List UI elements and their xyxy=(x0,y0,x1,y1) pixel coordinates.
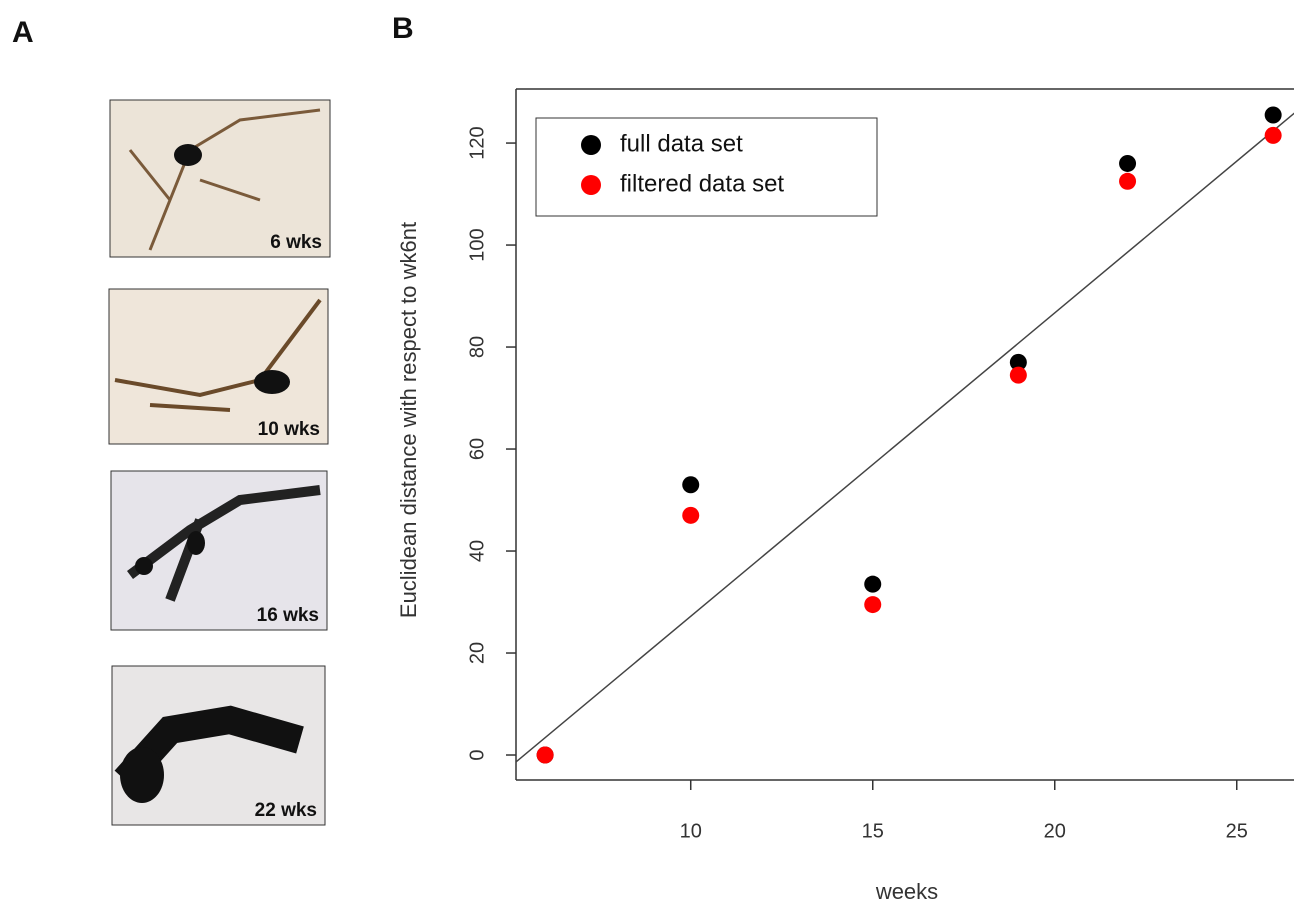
image-label: 22 wks xyxy=(255,800,317,821)
y-tick-label: 0 xyxy=(466,749,488,760)
data-point xyxy=(682,506,700,524)
image xyxy=(109,99,331,258)
x-tick-label: 25 xyxy=(1226,820,1248,842)
panel-label: A xyxy=(12,16,34,49)
panel-label: B xyxy=(392,12,414,45)
data-point xyxy=(1009,353,1027,371)
legend xyxy=(535,117,878,217)
legend-marker xyxy=(581,175,601,195)
data-point xyxy=(864,596,882,614)
fit-line xyxy=(516,112,1294,763)
y-tick-label: 100 xyxy=(466,228,488,261)
legend-label: filtered data set xyxy=(620,170,784,197)
plot-area xyxy=(516,112,1294,763)
data-point xyxy=(864,575,882,593)
x-tick-label: 15 xyxy=(862,820,884,842)
y-tick-label: 120 xyxy=(466,126,488,159)
x-tick-label: 10 xyxy=(680,820,702,842)
data-point xyxy=(682,476,700,494)
data-point xyxy=(1264,126,1282,144)
image-label: 16 wks xyxy=(257,605,319,626)
x-axis-label: weeks xyxy=(875,879,938,904)
y-axis-label: Euclidean distance with respect to wk6nt xyxy=(396,222,421,618)
y-tick-label: 80 xyxy=(466,336,488,358)
y-tick-label: 20 xyxy=(466,642,488,664)
data-point xyxy=(1009,366,1027,384)
data-point xyxy=(1119,154,1137,172)
image xyxy=(110,470,328,631)
y-tick-label: 40 xyxy=(466,540,488,562)
data-point xyxy=(536,746,554,764)
legend-label: full data set xyxy=(620,130,743,157)
image-label: 6 wks xyxy=(270,232,322,253)
y-tick-label: 60 xyxy=(466,438,488,460)
x-tick-label: 20 xyxy=(1044,820,1066,842)
legend-marker xyxy=(581,135,601,155)
image xyxy=(111,665,326,826)
image xyxy=(108,288,329,445)
image-label: 10 wks xyxy=(258,419,320,440)
data-point xyxy=(1264,106,1282,124)
data-point xyxy=(1119,172,1137,190)
